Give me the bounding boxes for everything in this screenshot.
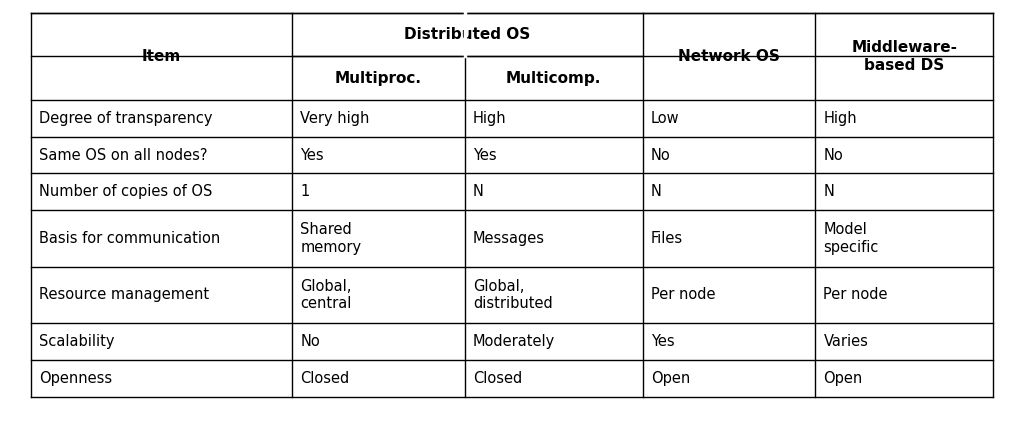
Text: Closed: Closed (300, 371, 349, 386)
Text: Same OS on all nodes?: Same OS on all nodes? (39, 147, 208, 163)
Text: Per node: Per node (651, 287, 716, 303)
Text: Files: Files (651, 231, 683, 246)
Text: Openness: Openness (39, 371, 112, 386)
Text: Low: Low (651, 111, 680, 126)
Text: Very high: Very high (300, 111, 370, 126)
Text: Number of copies of OS: Number of copies of OS (39, 184, 212, 199)
Text: Yes: Yes (651, 334, 675, 349)
Text: Multiproc.: Multiproc. (335, 71, 422, 85)
Text: N: N (473, 184, 483, 199)
Text: No: No (823, 147, 843, 163)
Text: Resource management: Resource management (39, 287, 209, 303)
Text: Global,
distributed: Global, distributed (473, 279, 553, 311)
Text: Moderately: Moderately (473, 334, 555, 349)
Text: N: N (651, 184, 662, 199)
Text: Network OS: Network OS (678, 49, 780, 64)
Text: Closed: Closed (473, 371, 522, 386)
Text: Varies: Varies (823, 334, 868, 349)
Text: Shared
memory: Shared memory (300, 222, 361, 255)
Text: Open: Open (823, 371, 862, 386)
Text: 1: 1 (300, 184, 309, 199)
Text: Messages: Messages (473, 231, 545, 246)
Text: Item: Item (142, 49, 181, 64)
Text: Yes: Yes (473, 147, 497, 163)
Text: High: High (473, 111, 507, 126)
Text: Middleware-
based DS: Middleware- based DS (851, 40, 957, 73)
Text: No: No (300, 334, 321, 349)
Text: No: No (651, 147, 671, 163)
Text: Model
specific: Model specific (823, 222, 879, 255)
Text: Open: Open (651, 371, 690, 386)
Text: N: N (823, 184, 835, 199)
Text: Global,
central: Global, central (300, 279, 352, 311)
Text: Multicomp.: Multicomp. (506, 71, 601, 85)
Text: Scalability: Scalability (39, 334, 115, 349)
Text: Degree of transparency: Degree of transparency (39, 111, 212, 126)
Text: Basis for communication: Basis for communication (39, 231, 220, 246)
Text: Yes: Yes (300, 147, 324, 163)
Text: Distributed OS: Distributed OS (404, 27, 530, 42)
Text: Per node: Per node (823, 287, 888, 303)
Text: High: High (823, 111, 857, 126)
